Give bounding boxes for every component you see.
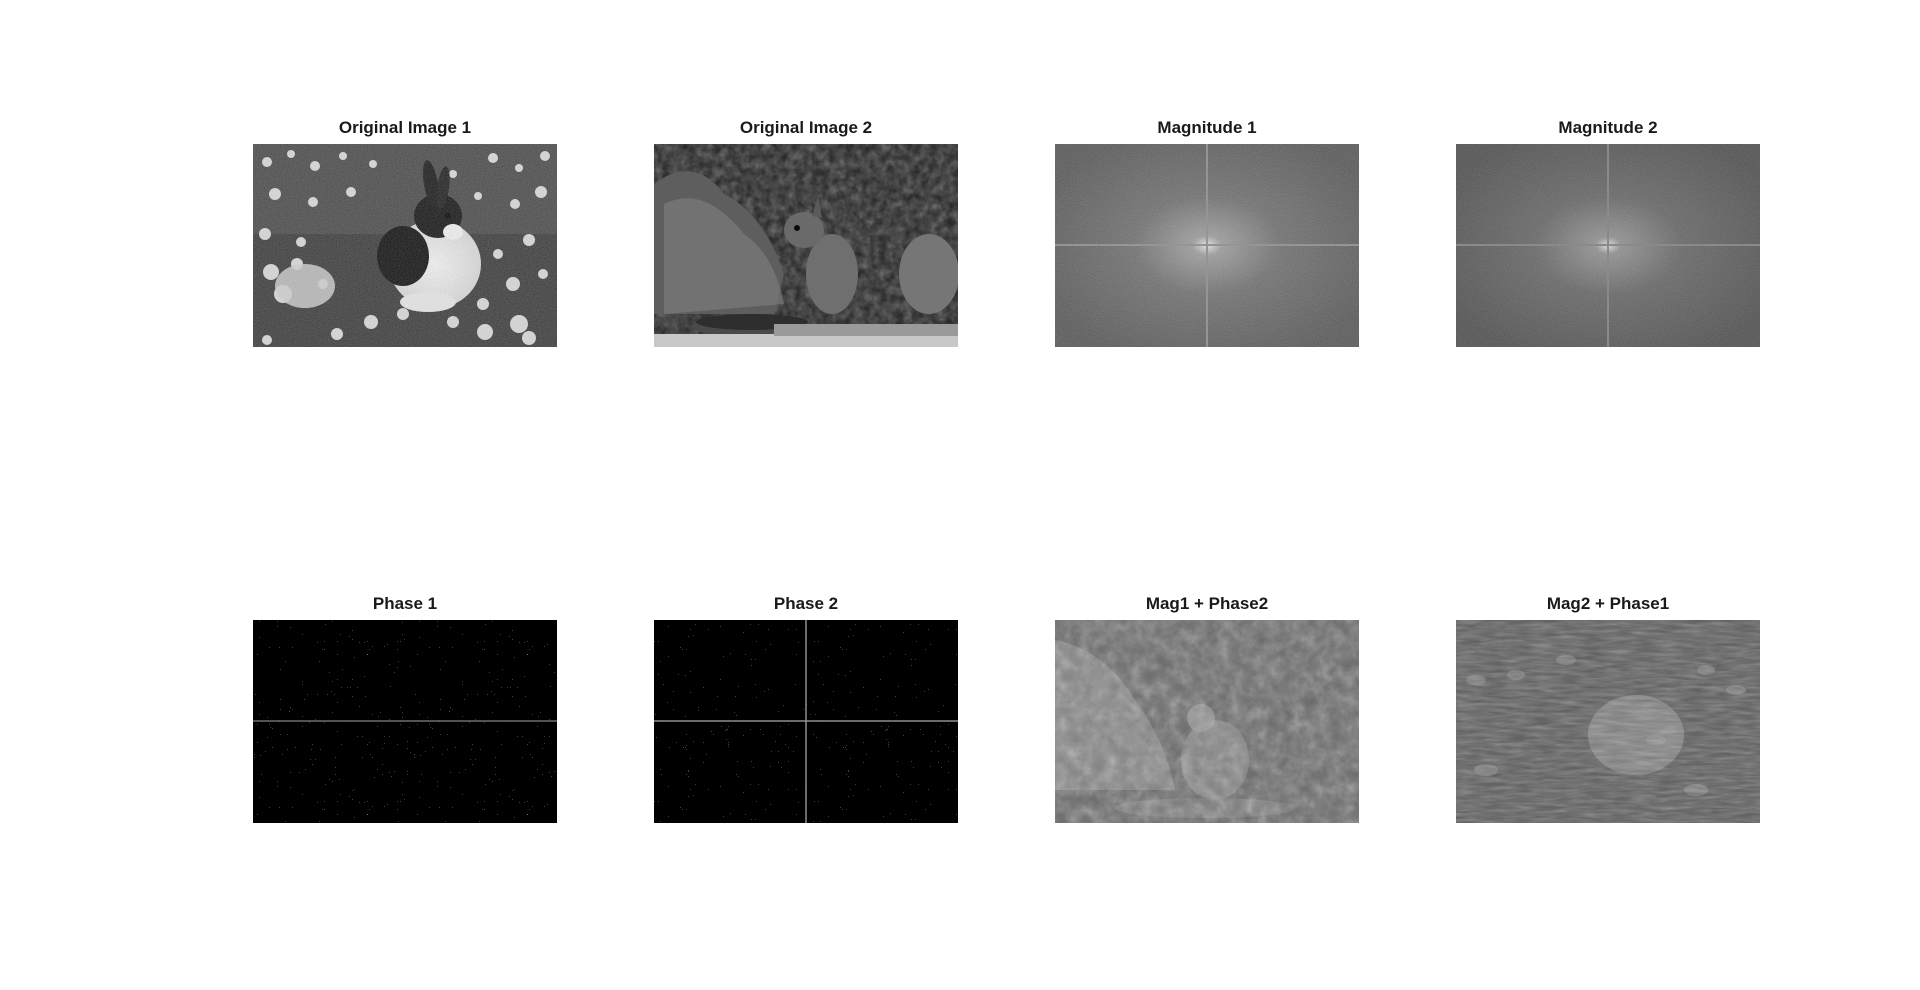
original-image-1: [253, 144, 557, 347]
panel-original-image-2: Original Image 2: [654, 118, 958, 347]
panel-title: Original Image 2: [739, 118, 873, 137]
panel-magnitude-1: Magnitude 1: [1055, 118, 1359, 347]
phase-1-image: [253, 620, 557, 823]
panel-title: Mag2 + Phase1: [1546, 594, 1670, 613]
panel-phase-2: Phase 2: [654, 594, 958, 823]
panel-magnitude-2: Magnitude 2: [1456, 118, 1760, 347]
panel-title: Original Image 1: [338, 118, 472, 137]
mag1-phase2-image: [1055, 620, 1359, 823]
panel-title: Phase 2: [773, 594, 839, 613]
magnitude-1-image: [1055, 144, 1359, 347]
phase-2-image: [654, 620, 958, 823]
panel-original-image-1: Original Image 1: [253, 118, 557, 347]
panel-title: Mag1 + Phase2: [1145, 594, 1269, 613]
panel-mag2-phase1: Mag2 + Phase1: [1456, 594, 1760, 823]
panel-phase-1: Phase 1: [253, 594, 557, 823]
original-image-2: [654, 144, 958, 347]
mag2-phase1-image: [1456, 620, 1760, 823]
panel-title: Phase 1: [372, 594, 438, 613]
magnitude-2-image: [1456, 144, 1760, 347]
panel-mag1-phase2: Mag1 + Phase2: [1055, 594, 1359, 823]
panel-title: Magnitude 2: [1558, 118, 1658, 137]
panel-title: Magnitude 1: [1157, 118, 1257, 137]
